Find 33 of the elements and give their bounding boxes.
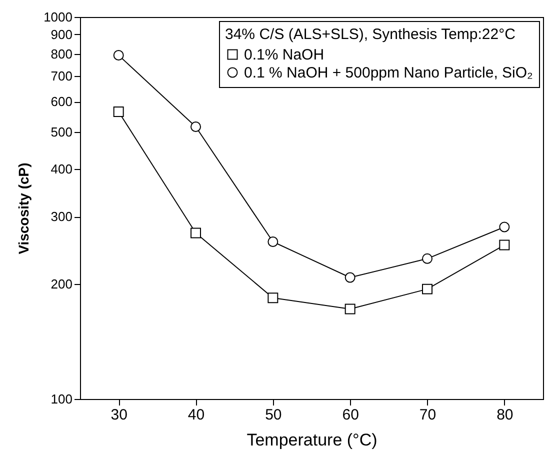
point [422, 284, 432, 294]
y-tick-label: 300 [50, 209, 72, 224]
legend-label: 0.1% NaOH [244, 46, 324, 64]
y-tick-label: 700 [50, 68, 72, 84]
point [344, 272, 356, 283]
y-tick-label: 900 [50, 26, 72, 42]
x-tick-label: 40 [188, 406, 205, 424]
y-tick-label: 1000 [44, 10, 72, 24]
point [190, 122, 201, 132]
point [344, 304, 356, 314]
legend-label: 0.1 % NaOH + 500ppm Nano Particle, SiO₂ [244, 64, 534, 82]
y-tick-label: 600 [50, 94, 72, 110]
y-axis-title: Viscosity (cP) [16, 162, 32, 254]
x-axis-title: Temperature (°C) [246, 430, 378, 450]
x-tick-label: 80 [496, 406, 514, 424]
y-tick-label: 200 [50, 276, 72, 292]
x-tick-label: 50 [265, 406, 282, 424]
point [499, 222, 510, 232]
x-tick-label: 70 [419, 406, 436, 424]
point [113, 50, 124, 60]
x-tick-label: 60 [342, 406, 359, 424]
point [190, 228, 201, 238]
point [268, 236, 278, 247]
point [422, 253, 432, 264]
y-tick-label: 500 [50, 124, 72, 140]
point [113, 106, 124, 117]
point [499, 240, 510, 250]
x-tick-label: 30 [110, 406, 128, 424]
legend-title: 34% C/S (ALS+SLS), Synthesis Temp:22°C [225, 26, 516, 43]
y-tick-label: 100 [50, 392, 72, 406]
point [268, 292, 278, 304]
y-tick-label: 400 [50, 162, 72, 177]
y-tick-label: 800 [50, 46, 72, 62]
